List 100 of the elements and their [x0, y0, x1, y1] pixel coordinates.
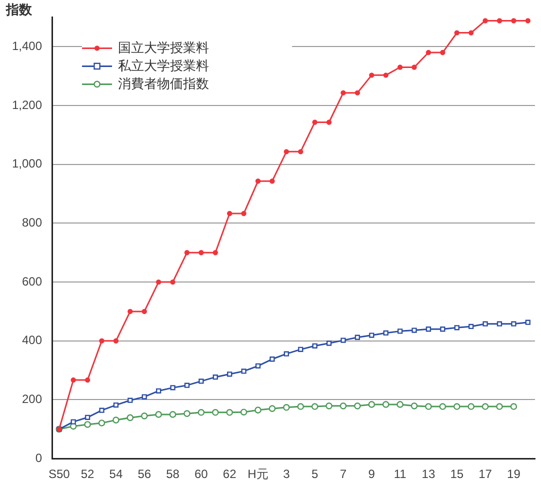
- point: [212, 409, 219, 416]
- point: [525, 320, 530, 325]
- point: [354, 334, 360, 340]
- point: [412, 328, 417, 333]
- x-tick-label: S50: [48, 467, 70, 482]
- x-tick-label: 52: [80, 467, 95, 482]
- point: [340, 338, 346, 343]
- point: [212, 250, 218, 256]
- y-tick-label: 600: [22, 274, 42, 288]
- x-tick-label: 60: [194, 467, 208, 482]
- point: [340, 90, 346, 96]
- y-tick-label: 800: [22, 216, 42, 230]
- x-tick-label: 19: [507, 467, 521, 482]
- point: [298, 149, 304, 154]
- point: [113, 338, 119, 344]
- point: [440, 326, 446, 332]
- point: [525, 18, 530, 24]
- point: [198, 378, 204, 384]
- x-tick-label: H元: [248, 467, 268, 482]
- point: [425, 403, 432, 410]
- point: [468, 324, 474, 330]
- point: [284, 149, 290, 154]
- legend-label: 私立大学授業料: [118, 58, 210, 73]
- x-tick-label: 11: [394, 467, 407, 482]
- point: [368, 401, 376, 408]
- point: [255, 363, 261, 368]
- point: [128, 308, 133, 314]
- point: [340, 402, 347, 410]
- y-tick-label: 1,200: [12, 98, 42, 112]
- legend-label: 国立大学授業料: [118, 40, 210, 55]
- y-tick-label: 400: [22, 333, 42, 348]
- point: [311, 403, 318, 410]
- legend-label: 消費者物価指数: [118, 76, 210, 91]
- x-tick-label: 17: [478, 467, 492, 482]
- point: [241, 210, 246, 216]
- x-tick-label: 7: [340, 467, 347, 482]
- point: [270, 356, 275, 362]
- point: [240, 408, 248, 416]
- point: [184, 382, 190, 388]
- point: [468, 403, 474, 410]
- point: [112, 416, 120, 424]
- point: [482, 18, 488, 24]
- point: [496, 18, 502, 24]
- point: [326, 340, 332, 346]
- point: [155, 411, 162, 418]
- x-tick-label: 5: [311, 467, 318, 482]
- point: [396, 401, 404, 408]
- point: [254, 406, 262, 414]
- point: [482, 403, 489, 410]
- point: [128, 398, 133, 403]
- point: [270, 178, 275, 184]
- point: [426, 50, 432, 56]
- point: [198, 409, 205, 416]
- y-axis-title: 指数: [5, 2, 33, 18]
- point: [283, 404, 290, 411]
- point: [326, 402, 332, 410]
- point: [70, 377, 76, 383]
- point: [212, 374, 218, 380]
- point: [184, 250, 190, 256]
- point: [454, 325, 460, 330]
- point: [397, 64, 403, 70]
- point: [156, 279, 162, 285]
- point: [255, 178, 261, 184]
- point: [284, 351, 289, 356]
- x-tick-label: 13: [422, 467, 436, 482]
- point: [369, 332, 374, 338]
- point: [383, 72, 388, 78]
- point: [70, 419, 76, 424]
- point: [397, 328, 403, 334]
- point: [156, 388, 162, 394]
- point: [84, 377, 90, 383]
- point: [511, 18, 516, 24]
- point: [126, 414, 134, 422]
- point: [99, 338, 104, 344]
- y-tick-label: 1,000: [12, 156, 42, 171]
- point: [241, 368, 246, 374]
- point: [170, 279, 176, 285]
- point: [84, 421, 91, 428]
- y-tick-label: 200: [22, 392, 42, 406]
- point: [383, 330, 388, 336]
- point: [354, 402, 361, 410]
- x-tick-label: 56: [138, 467, 152, 482]
- x-tick-label: 54: [109, 467, 123, 482]
- point: [113, 402, 119, 408]
- point: [354, 90, 360, 96]
- point: [510, 403, 518, 410]
- point: [297, 403, 304, 410]
- point: [298, 346, 304, 352]
- point: [496, 403, 503, 410]
- point: [170, 385, 176, 390]
- point: [382, 401, 390, 408]
- x-tick-label: 62: [222, 467, 237, 482]
- point: [412, 64, 417, 70]
- point: [326, 120, 332, 125]
- point: [312, 343, 318, 348]
- x-tick-label: 15: [450, 467, 464, 482]
- point: [226, 210, 232, 216]
- point: [312, 120, 318, 125]
- point: [454, 30, 460, 36]
- point: [496, 321, 502, 326]
